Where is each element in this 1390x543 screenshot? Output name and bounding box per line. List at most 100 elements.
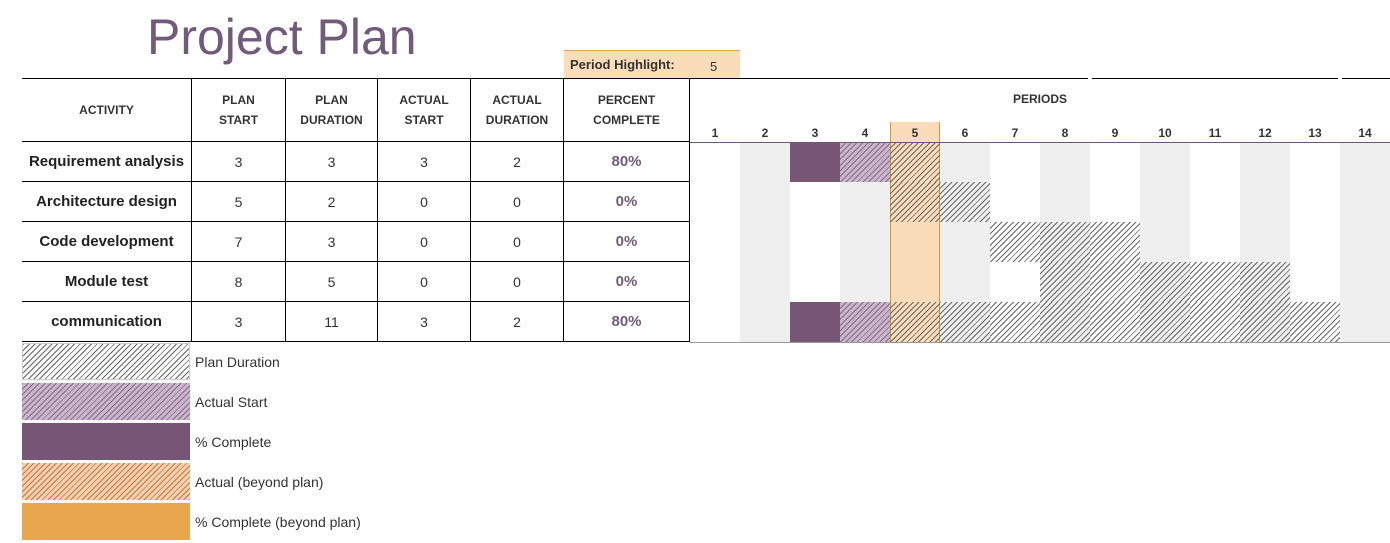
plan-bar — [1040, 222, 1090, 262]
plan-bar — [1090, 262, 1140, 302]
period-cell — [1340, 262, 1390, 302]
activity-name: Architecture design — [22, 182, 192, 222]
period-highlight-value: 5 — [710, 59, 718, 74]
period-cell — [1290, 222, 1340, 262]
period-number: 1 — [711, 126, 719, 140]
plan-bar — [890, 182, 940, 222]
table-cell: 0% — [564, 262, 690, 302]
header-cell: ACTUAL START — [378, 78, 471, 142]
period-cell — [1140, 142, 1190, 182]
period-cell — [1090, 142, 1140, 182]
table-cell: 5 — [286, 262, 378, 302]
table-cell: 0% — [564, 182, 690, 222]
period-number: 10 — [1158, 126, 1172, 140]
plan-bar — [1090, 302, 1140, 342]
plan-bar — [940, 302, 990, 342]
percent-complete-bar — [790, 142, 840, 182]
plan-bar — [1290, 302, 1340, 342]
period-cell — [1240, 142, 1290, 182]
plan-bar — [1240, 262, 1290, 302]
rule — [690, 342, 1390, 343]
period-cell — [990, 182, 1040, 222]
plan-bar — [990, 222, 1040, 262]
period-cell — [840, 262, 890, 302]
period-cell — [690, 142, 740, 182]
period-cell — [940, 222, 990, 262]
period-cell — [740, 142, 790, 182]
header-cell: ACTUAL DURATION — [471, 78, 564, 142]
header-cell: PERCENT COMPLETE — [564, 78, 690, 142]
table-cell: 8 — [192, 262, 286, 302]
period-number: 4 — [861, 126, 869, 140]
period-cell — [790, 222, 840, 262]
table-cell: 2 — [471, 142, 564, 182]
period-cell — [740, 222, 790, 262]
rule — [1092, 78, 1338, 79]
table-cell: 3 — [378, 302, 471, 342]
period-cell — [790, 182, 840, 222]
period-number: 8 — [1061, 126, 1069, 140]
period-cell — [1140, 182, 1190, 222]
period-number: 14 — [1358, 126, 1372, 140]
period-number: 13 — [1308, 126, 1322, 140]
plan-bar — [990, 302, 1040, 342]
period-cell — [1290, 262, 1340, 302]
plan-bar — [890, 142, 940, 182]
table-cell: 2 — [286, 182, 378, 222]
period-cell — [990, 142, 1040, 182]
period-cell — [740, 302, 790, 342]
header-cell: PLAN DURATION — [286, 78, 378, 142]
period-cell — [1040, 142, 1090, 182]
period-number: 9 — [1111, 126, 1119, 140]
period-cell — [840, 182, 890, 222]
period-cell — [1290, 142, 1340, 182]
plan-bar — [1140, 302, 1190, 342]
table-cell: 3 — [286, 142, 378, 182]
period-cell — [840, 222, 890, 262]
period-cell — [690, 302, 740, 342]
legend-swatch — [22, 423, 190, 460]
legend-label: Plan Duration — [195, 354, 280, 370]
period-number: 5 — [911, 126, 919, 140]
plan-bar — [1190, 262, 1240, 302]
period-cell — [890, 262, 940, 302]
period-number: 3 — [811, 126, 819, 140]
activity-name: Requirement analysis — [22, 142, 192, 182]
table-cell: 3 — [192, 142, 286, 182]
plan-bar — [940, 182, 990, 222]
period-cell — [940, 262, 990, 302]
table-cell: 3 — [378, 142, 471, 182]
plan-bar — [1190, 302, 1240, 342]
table-cell: 2 — [471, 302, 564, 342]
period-number: 6 — [961, 126, 969, 140]
period-cell — [940, 142, 990, 182]
table-cell: 80% — [564, 302, 690, 342]
table-cell: 5 — [192, 182, 286, 222]
table-cell: 0 — [471, 222, 564, 262]
rule — [1342, 78, 1390, 79]
table-cell: 3 — [286, 222, 378, 262]
header-cell: ACTIVITY — [22, 78, 192, 142]
period-cell — [740, 262, 790, 302]
period-cell — [1190, 222, 1240, 262]
period-cell — [740, 182, 790, 222]
plan-bar — [890, 302, 940, 342]
period-cell — [1340, 142, 1390, 182]
title: Project Plan — [147, 9, 417, 65]
table-cell: 3 — [192, 302, 286, 342]
table-cell: 0 — [378, 262, 471, 302]
period-cell — [990, 262, 1040, 302]
activity-name: Module test — [22, 262, 192, 302]
rule — [22, 78, 1088, 79]
legend-label: Actual (beyond plan) — [195, 474, 324, 490]
table-cell: 7 — [192, 222, 286, 262]
highlight-header — [890, 122, 940, 142]
legend-label: % Complete — [195, 434, 272, 450]
period-cell — [890, 222, 940, 262]
period-cell — [1340, 222, 1390, 262]
period-cell — [690, 262, 740, 302]
legend-label: Actual Start — [195, 394, 268, 410]
activity-name: communication — [22, 302, 192, 342]
table-cell: 0 — [378, 222, 471, 262]
